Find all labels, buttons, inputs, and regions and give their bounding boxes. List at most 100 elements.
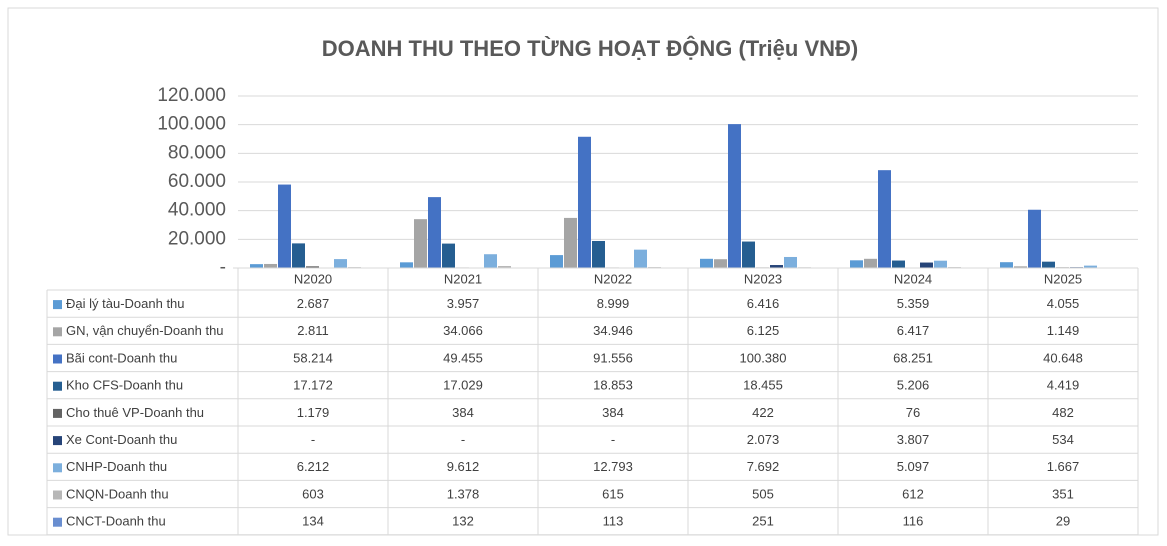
table-cell: 505 [752,486,774,501]
y-tick-label: 40.000 [168,200,226,221]
y-tick-label: 20.000 [168,228,226,249]
y-tick-label: 100.000 [157,114,226,135]
bar [414,219,427,268]
bar [592,241,605,268]
bar [334,259,347,268]
table-cell: 5.206 [897,378,930,393]
table-cell: 1.179 [297,405,330,420]
table-cell: 116 [903,514,924,529]
table-cell: 251 [752,514,774,529]
table-cell: 2.687 [297,296,330,311]
bar [1028,210,1041,268]
bar [920,263,933,268]
x-tick-label: N2020 [294,271,332,286]
legend-label: CNCT-Doanh thu [66,514,166,529]
legend-label: Đại lý tàu-Doanh thu [66,296,185,311]
bar [784,257,797,268]
table-cell: 100.380 [740,350,787,365]
bar [934,261,947,268]
bar [742,242,755,268]
bar [250,264,263,268]
table-cell: 12.793 [593,459,633,474]
table-cell: 6.212 [297,459,330,474]
table-cell: 3.957 [447,296,480,311]
bar [892,261,905,268]
legend-key [53,382,62,391]
bar [714,259,727,268]
bar [850,260,863,268]
table-cell: 5.359 [897,296,930,311]
table-cell: 68.251 [893,350,933,365]
table-cell: 6.416 [747,296,780,311]
legend-key [53,436,62,445]
y-tick-label: 120.000 [157,85,226,106]
table-cell: 8.999 [597,296,630,311]
legend-label: Kho CFS-Doanh thu [66,378,183,393]
table-cell: 29 [1056,514,1070,529]
table-cell: 1.149 [1047,323,1080,338]
legend-key [53,463,62,472]
x-tick-label: N2023 [744,271,782,286]
bar [278,185,291,268]
bar [578,137,591,268]
bar [292,243,305,268]
table-cell: 1.378 [447,486,480,501]
bar [442,244,455,268]
table-cell: 7.692 [747,459,780,474]
bar [728,124,741,268]
table-cell: - [611,432,615,447]
bar [878,170,891,268]
table-cell: 4.055 [1047,296,1080,311]
table-cell: 384 [602,405,624,420]
table-cell: 351 [1052,486,1074,501]
table-cell: 384 [452,405,474,420]
legend-label: Cho thuê VP-Doanh thu [66,405,204,420]
table-cell: 40.648 [1043,350,1083,365]
table-cell: 2.073 [747,432,780,447]
table-cell: 534 [1052,432,1074,447]
bar [864,259,877,268]
legend-key [53,300,62,309]
table-cell: 18.853 [593,378,633,393]
table-cell: 482 [1052,405,1074,420]
y-tick-label: - [220,257,226,278]
table-cell: 1.667 [1047,459,1080,474]
table-cell: 6.125 [747,323,780,338]
bar [400,262,413,268]
table-cell: 34.946 [593,323,633,338]
table-cell: 4.419 [1047,378,1080,393]
chart-title: DOANH THU THEO TỪNG HOẠT ĐỘNG (Triệu VNĐ… [322,36,858,61]
bar [1000,262,1013,268]
legend-label: CNHP-Doanh thu [66,459,167,474]
bar [1042,262,1055,268]
x-tick-label: N2024 [894,271,932,286]
legend-key [53,518,62,527]
x-tick-label: N2021 [444,271,482,286]
table-cell: 615 [602,486,624,501]
table-cell: 132 [452,514,474,529]
table-cell: 3.807 [897,432,930,447]
bar [634,250,647,268]
table-cell: 5.097 [897,459,930,474]
legend-label: CNQN-Doanh thu [66,486,169,501]
bar [700,259,713,268]
legend-key [53,355,62,364]
bar [484,254,497,268]
y-tick-label: 80.000 [168,142,226,163]
table-cell: 58.214 [293,350,333,365]
y-tick-label: 60.000 [168,171,226,192]
table-cell: - [461,432,465,447]
table-cell: 17.029 [443,378,483,393]
table-cell: 76 [906,405,920,420]
table-cell: 134 [302,514,324,529]
table-cell: 2.811 [297,323,329,338]
table-cell: 18.455 [743,378,783,393]
bar [564,218,577,268]
table-cell: 91.556 [593,350,633,365]
table-cell: - [311,432,315,447]
bar [428,197,441,268]
table-cell: 422 [752,405,774,420]
legend-label: Bãi cont-Doanh thu [66,350,177,365]
bar [550,255,563,268]
table-cell: 17.172 [293,378,333,393]
